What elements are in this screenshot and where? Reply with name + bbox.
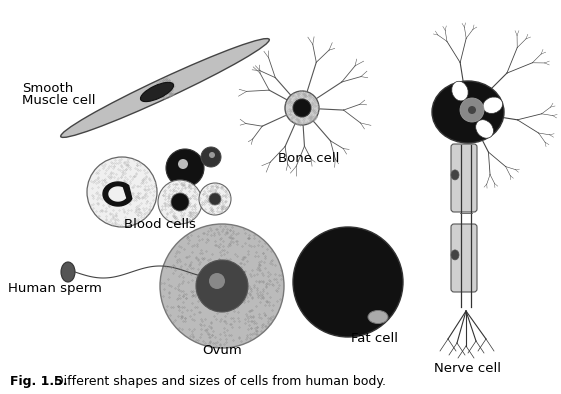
Text: Human sperm: Human sperm xyxy=(8,282,102,295)
Ellipse shape xyxy=(476,120,494,138)
FancyBboxPatch shape xyxy=(451,144,477,212)
Circle shape xyxy=(293,227,403,337)
Circle shape xyxy=(460,98,484,122)
Ellipse shape xyxy=(61,262,75,282)
Text: Smooth: Smooth xyxy=(22,82,73,95)
Text: Blood cells: Blood cells xyxy=(124,218,196,231)
Ellipse shape xyxy=(452,81,468,101)
Circle shape xyxy=(209,193,221,205)
Circle shape xyxy=(166,149,204,187)
Ellipse shape xyxy=(61,39,269,138)
Circle shape xyxy=(468,106,476,114)
Ellipse shape xyxy=(368,310,388,323)
FancyBboxPatch shape xyxy=(451,224,477,292)
Circle shape xyxy=(199,183,231,215)
Ellipse shape xyxy=(483,97,503,113)
Text: Muscle cell: Muscle cell xyxy=(22,93,95,106)
Circle shape xyxy=(178,159,188,169)
Ellipse shape xyxy=(432,81,504,143)
Circle shape xyxy=(158,180,202,224)
Text: Bone cell: Bone cell xyxy=(278,152,339,165)
Text: Ovum: Ovum xyxy=(202,344,242,357)
Circle shape xyxy=(171,193,189,211)
Ellipse shape xyxy=(140,82,173,102)
Text: Fig. 1.5.: Fig. 1.5. xyxy=(10,375,68,388)
Text: Nerve cell: Nerve cell xyxy=(435,362,502,375)
Circle shape xyxy=(160,224,284,348)
Circle shape xyxy=(201,147,221,167)
Text: Fat cell: Fat cell xyxy=(352,332,398,345)
Text: Different shapes and sizes of cells from human body.: Different shapes and sizes of cells from… xyxy=(50,375,386,388)
Circle shape xyxy=(293,99,311,117)
Polygon shape xyxy=(109,187,126,201)
Circle shape xyxy=(285,91,319,125)
Circle shape xyxy=(209,273,225,289)
Ellipse shape xyxy=(451,250,459,260)
Circle shape xyxy=(209,152,215,158)
Ellipse shape xyxy=(451,170,459,180)
Circle shape xyxy=(87,157,157,227)
Polygon shape xyxy=(103,182,132,206)
Circle shape xyxy=(196,260,248,312)
